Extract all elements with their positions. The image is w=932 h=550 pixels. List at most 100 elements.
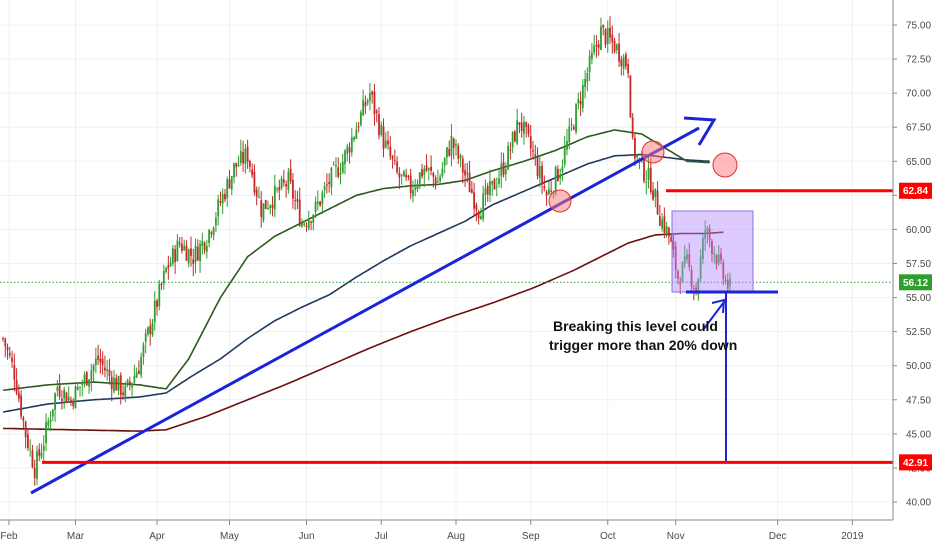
- consolidation-box[interactable]: [671, 210, 754, 293]
- candle-body: [461, 158, 464, 173]
- candle-body: [339, 172, 342, 175]
- candle-body: [110, 376, 113, 390]
- trendline[interactable]: [30, 126, 700, 495]
- candle-body: [668, 227, 670, 237]
- candle-body: [29, 448, 32, 450]
- candle-body: [260, 200, 263, 217]
- time-axis[interactable]: Feb Mar Apr May Jun Jul Aug Sep Oct Nov Dec 2019: [0, 520, 864, 542]
- candle-body: [58, 385, 61, 397]
- highlight-circle-nov[interactable]: [712, 152, 738, 178]
- candle-body: [85, 372, 88, 386]
- candle-body: [11, 357, 13, 362]
- candle-body: [224, 194, 226, 200]
- candle-body: [133, 375, 136, 383]
- candle-body: [45, 422, 47, 444]
- candle-body: [414, 187, 417, 190]
- candle-body: [124, 385, 127, 398]
- candle-body: [119, 375, 122, 396]
- candle-body: [355, 129, 358, 139]
- candle-body: [312, 215, 315, 223]
- candle-body: [126, 379, 129, 386]
- candle-body: [470, 189, 473, 193]
- candle-body: [541, 165, 543, 184]
- candle-body: [248, 160, 251, 167]
- candle-body: [529, 135, 532, 149]
- candle-body: [418, 172, 421, 187]
- candle-body: [595, 44, 598, 47]
- candle-body: [81, 383, 84, 386]
- x-tick-label: Dec: [769, 531, 787, 542]
- y-tick-label: 55.00: [906, 293, 931, 304]
- candle-body: [378, 114, 380, 136]
- candle-body: [47, 421, 50, 426]
- candle-body: [593, 45, 596, 53]
- candle-body: [287, 171, 290, 190]
- candle-body: [353, 137, 355, 140]
- candle-body: [208, 229, 211, 243]
- highlight-circle-sep[interactable]: [548, 189, 572, 213]
- candle-body: [500, 163, 503, 177]
- candle-body: [493, 179, 496, 190]
- candle-body: [219, 201, 222, 203]
- candle-body: [335, 165, 337, 167]
- price-tag-label: 42.91: [903, 458, 928, 469]
- candle-body: [246, 146, 249, 162]
- candle-body: [423, 168, 426, 175]
- candle-body: [495, 186, 498, 188]
- candle-body: [271, 204, 274, 208]
- candle-body: [466, 172, 469, 174]
- candle-body: [545, 191, 548, 196]
- candle-body: [253, 171, 256, 193]
- candle-body: [301, 223, 303, 227]
- candle-body: [264, 199, 267, 209]
- candle-body: [122, 392, 124, 395]
- candle-body: [113, 378, 115, 392]
- candle-body: [169, 262, 172, 266]
- candle-body: [178, 243, 181, 245]
- candle-body: [527, 125, 530, 135]
- candle-body: [722, 262, 725, 279]
- candle-body: [255, 189, 258, 197]
- y-tick-label: 72.50: [906, 55, 931, 66]
- pointer-arrow-head: [711, 298, 726, 314]
- candle-body: [439, 176, 442, 182]
- candle-body: [70, 399, 72, 401]
- candle-body: [49, 419, 52, 423]
- candle-body: [176, 240, 179, 262]
- candle-body: [600, 26, 602, 50]
- candle-body: [588, 55, 591, 73]
- candle-body: [108, 369, 111, 376]
- candle-body: [13, 365, 16, 380]
- y-tick-label: 57.50: [906, 259, 931, 270]
- candle-body: [67, 396, 70, 401]
- candle-body: [171, 248, 174, 264]
- candle-body: [278, 186, 281, 191]
- candle-body: [620, 59, 623, 67]
- x-tick-label: 2019: [841, 531, 864, 542]
- candle-body: [117, 376, 120, 391]
- ma-line-maroon: [2, 231, 724, 432]
- candle-body: [645, 181, 648, 183]
- x-tick-label: Jun: [298, 531, 314, 542]
- candle-body: [561, 166, 564, 172]
- candle-body: [51, 409, 54, 417]
- candle-body: [230, 176, 233, 190]
- candle-body: [2, 338, 4, 340]
- candle-body: [443, 158, 446, 166]
- candle-body: [138, 370, 140, 374]
- candle-body: [310, 221, 312, 223]
- y-tick-label: 47.50: [906, 395, 931, 406]
- price-tag: [899, 454, 932, 471]
- candle-body: [557, 168, 559, 181]
- candle-body: [104, 367, 106, 371]
- candle-body: [532, 150, 534, 152]
- candle-body: [550, 190, 553, 192]
- candle-body: [201, 240, 204, 247]
- candle-body: [316, 201, 319, 204]
- highlight-circle-oct[interactable]: [641, 140, 665, 164]
- candle-body: [726, 280, 729, 289]
- candle-body: [602, 24, 605, 28]
- pointer-arrow-shaft: [702, 301, 725, 331]
- candle-body: [20, 395, 23, 417]
